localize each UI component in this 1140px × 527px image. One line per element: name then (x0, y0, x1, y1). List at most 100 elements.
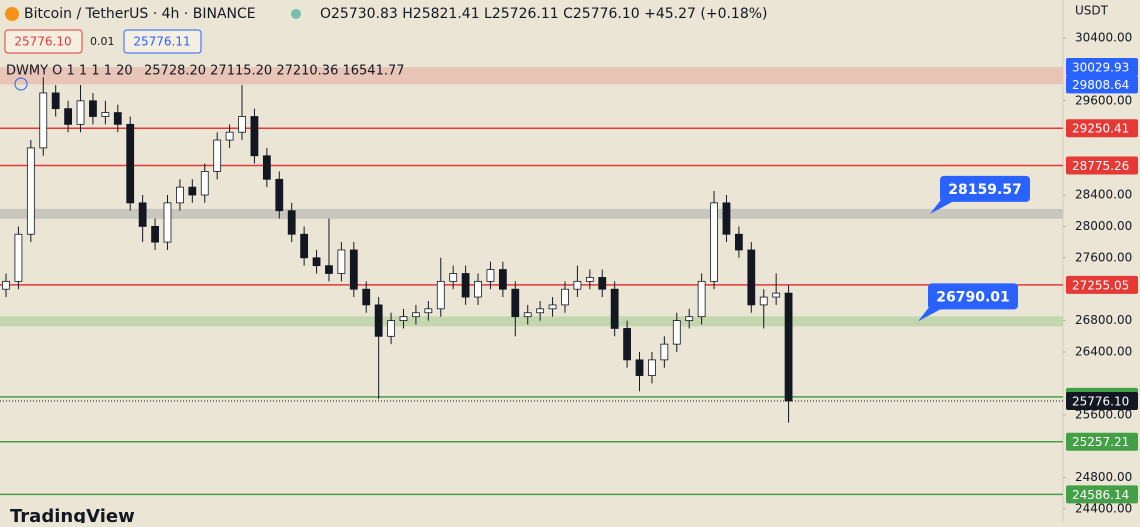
buy-price[interactable]: 25776.11 (133, 35, 190, 49)
candle-body (672, 320, 681, 345)
price-tag (1066, 432, 1138, 451)
candle-body (101, 112, 110, 117)
candle-body (26, 147, 35, 235)
candle-body (747, 249, 756, 306)
candle-body (287, 210, 296, 235)
candle-body (89, 100, 97, 117)
candle-body (213, 139, 222, 172)
y-tick-label: 30400.00 (1075, 31, 1132, 45)
indicator-icon[interactable] (14, 77, 28, 91)
candle-body (362, 288, 371, 306)
candle-body (39, 92, 48, 149)
y-tick-label: 24400.00 (1075, 502, 1132, 516)
candle-body (325, 265, 333, 274)
price-tag-label: 29808.64 (1072, 78, 1129, 92)
spread: 0.01 (90, 35, 115, 48)
candle-body (585, 277, 594, 282)
y-tick-label: 26800.00 (1075, 313, 1132, 327)
candle-body (759, 296, 768, 306)
candle-body (722, 202, 731, 235)
sell-price[interactable]: 25776.10 (14, 35, 71, 49)
candle-body (511, 288, 520, 318)
y-tick-label: 24800.00 (1075, 470, 1132, 484)
candle-body (399, 316, 408, 321)
candle-body (64, 108, 73, 125)
candle-body (225, 131, 234, 141)
candle-body (498, 269, 507, 290)
indicator-name[interactable]: DWMY O 1 1 1 1 20 (6, 64, 133, 79)
candle-body (14, 233, 23, 282)
price-tag (1066, 75, 1138, 94)
price-tag-label: 25776.10 (1072, 394, 1129, 408)
price-tag (1066, 275, 1138, 294)
candle-body (262, 155, 271, 180)
price-tag (1066, 391, 1138, 410)
candle-body (387, 320, 395, 337)
candle-body (598, 277, 607, 290)
currency[interactable]: USDT (1075, 4, 1109, 18)
price-tag-label: 25257.21 (1072, 435, 1129, 449)
candle-body (188, 186, 197, 196)
y-tick-label: 25600.00 (1075, 407, 1132, 421)
price-tag (1066, 156, 1138, 175)
candle-body (660, 343, 669, 361)
candle-body (697, 280, 706, 318)
candle-body (51, 92, 60, 110)
price-tag (1066, 58, 1138, 77)
price-band (0, 316, 1063, 327)
candle-body (474, 280, 482, 298)
sell-button[interactable] (4, 29, 83, 54)
candle-body (685, 316, 694, 321)
candle-body (734, 233, 743, 251)
candle-body (2, 280, 10, 290)
candle-body (275, 178, 284, 212)
y-tick-label: 29600.00 (1075, 93, 1132, 107)
brand: TradingView (10, 506, 135, 523)
candle-body (349, 249, 358, 290)
candle-body (374, 304, 383, 337)
candle-body (710, 202, 718, 282)
price-band (0, 208, 1063, 219)
price-tag-label: 28775.26 (1072, 159, 1129, 173)
candle-body (436, 280, 445, 310)
y-tick-label: 26400.00 (1075, 345, 1132, 359)
candle-body (238, 116, 246, 133)
price-tag-label: 30029.93 (1072, 61, 1129, 75)
callout-label: 28159.57 (948, 182, 1022, 198)
y-tick-label: 28400.00 (1075, 188, 1132, 202)
candle-body (548, 304, 557, 310)
candle-body (250, 116, 259, 157)
candle-body (610, 288, 619, 329)
candle-body (126, 123, 135, 204)
candle-body (176, 186, 184, 204)
callout-box (928, 283, 1018, 310)
y-tick-label: 27600.00 (1075, 250, 1132, 264)
buy-button[interactable] (123, 29, 202, 54)
candle-body (573, 280, 582, 290)
candle-body (623, 328, 631, 361)
candle-body (561, 288, 569, 306)
ohlc-values: O25730.83 H25821.41 L25726.11 C25776.10 … (320, 6, 768, 22)
symbol-title: Bitcoin / TetherUS · 4h · BINANCE (24, 6, 256, 22)
callout-label: 26790.01 (936, 289, 1010, 305)
market-status (291, 9, 301, 19)
candle-body (138, 202, 147, 227)
price-tag (1066, 119, 1138, 138)
price-tag (1066, 485, 1138, 504)
price-tag-label: 27255.05 (1072, 278, 1129, 292)
candle-body (486, 269, 495, 282)
candle-body (113, 112, 122, 125)
candle-body (648, 359, 656, 376)
candle-body (300, 233, 309, 259)
candle-body (784, 292, 793, 402)
candle-body (772, 292, 781, 298)
candle-body (461, 273, 470, 298)
candle-body (536, 308, 545, 314)
candle-body (449, 273, 458, 282)
y-tick-label: 28000.00 (1075, 219, 1132, 233)
candle-body (337, 249, 346, 274)
candle-body (76, 100, 85, 125)
candle-body (151, 225, 159, 243)
